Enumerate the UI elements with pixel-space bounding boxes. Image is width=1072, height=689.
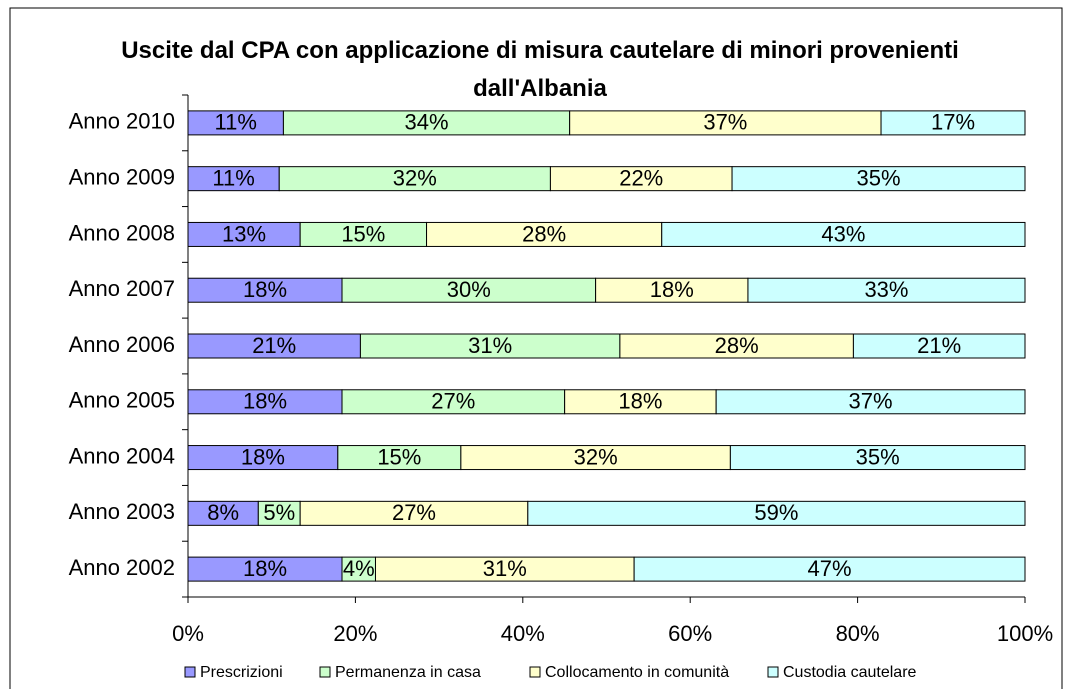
- legend-swatch: [767, 666, 779, 678]
- bar-segment: [595, 277, 749, 303]
- data-label: 21%: [252, 333, 296, 358]
- x-tick-label: 40%: [501, 621, 545, 646]
- data-label: 28%: [715, 333, 759, 358]
- bar-segment: [187, 166, 280, 192]
- y-tick-label: Anno 2004: [69, 443, 175, 468]
- bar-segment: [633, 556, 1026, 582]
- data-label: 15%: [341, 221, 385, 246]
- y-tick-label: Anno 2010: [69, 109, 175, 134]
- bar-segment: [341, 556, 376, 582]
- bar-segment: [337, 445, 462, 471]
- bar-segment: [729, 445, 1026, 471]
- x-tick-label: 20%: [333, 621, 377, 646]
- y-tick-label: Anno 2006: [69, 332, 175, 357]
- data-label: 8%: [207, 500, 239, 525]
- data-label: 4%: [343, 556, 375, 581]
- legend-label: Prescrizioni: [200, 664, 283, 681]
- y-tick-label: Anno 2003: [69, 499, 175, 524]
- bar-segment: [880, 110, 1026, 136]
- bar-segment: [278, 166, 551, 192]
- data-label: 34%: [405, 110, 449, 135]
- data-label: 27%: [431, 389, 475, 414]
- data-label: 18%: [618, 389, 662, 414]
- bar-segment: [731, 166, 1026, 192]
- data-label: 28%: [522, 221, 566, 246]
- bar-segment: [341, 389, 566, 415]
- x-tick-label: 0%: [172, 621, 204, 646]
- bar-segment: [282, 110, 571, 136]
- legend-label: Custodia cautelare: [783, 664, 917, 681]
- legend-label: Permanenza in casa: [335, 664, 481, 681]
- x-tick-label: 60%: [668, 621, 712, 646]
- bar-segment: [187, 556, 343, 582]
- bar-segment: [549, 166, 733, 192]
- data-label: 59%: [754, 500, 798, 525]
- data-label: 47%: [808, 556, 852, 581]
- chart-title: Uscite dal CPA con applicazione di misur…: [121, 37, 959, 102]
- bar-segment: [527, 500, 1026, 526]
- chart-frame: [9, 7, 1063, 689]
- legend-swatch: [184, 666, 196, 678]
- y-tick-label: Anno 2007: [69, 276, 175, 301]
- bar-segment: [187, 445, 339, 471]
- y-tick-label: Anno 2005: [69, 388, 175, 413]
- data-label: 13%: [222, 221, 266, 246]
- data-label: 35%: [857, 165, 901, 190]
- data-label: 18%: [650, 277, 694, 302]
- bar-segment: [187, 110, 284, 136]
- data-label: 21%: [917, 333, 961, 358]
- data-label: 18%: [241, 444, 285, 469]
- data-label: 37%: [703, 110, 747, 135]
- bar-segment: [187, 221, 301, 247]
- data-label: 18%: [243, 389, 287, 414]
- bar-segment: [715, 389, 1026, 415]
- bar-segment: [374, 556, 635, 582]
- bar-segment: [852, 333, 1026, 359]
- y-tick-label: Anno 2002: [69, 555, 175, 580]
- data-label: 27%: [392, 500, 436, 525]
- data-label: 18%: [243, 277, 287, 302]
- x-tick-label: 80%: [836, 621, 880, 646]
- data-label: 32%: [393, 165, 437, 190]
- data-label: 32%: [574, 444, 618, 469]
- data-label: 31%: [483, 556, 527, 581]
- bar-segment: [299, 500, 529, 526]
- bar-segment: [661, 221, 1026, 247]
- bar-segment: [747, 277, 1026, 303]
- data-label: 33%: [864, 277, 908, 302]
- data-label: 18%: [243, 556, 287, 581]
- data-label: 37%: [849, 389, 893, 414]
- data-label: 5%: [263, 500, 295, 525]
- legend-label: Collocamento in comunità: [545, 664, 729, 681]
- bar-segment: [257, 500, 301, 526]
- data-label: 31%: [468, 333, 512, 358]
- data-label: 43%: [821, 221, 865, 246]
- data-label: 11%: [212, 165, 254, 190]
- y-tick-label: Anno 2009: [69, 164, 175, 189]
- data-label: 30%: [447, 277, 491, 302]
- data-label: 35%: [856, 444, 900, 469]
- legend-swatch: [529, 666, 541, 678]
- data-label: 15%: [377, 444, 421, 469]
- y-tick-label: Anno 2008: [69, 220, 175, 245]
- data-label: 11%: [215, 110, 257, 135]
- data-label: 22%: [619, 165, 663, 190]
- data-label: 17%: [931, 110, 975, 135]
- legend-swatch: [319, 666, 331, 678]
- bar-segment: [564, 389, 717, 415]
- bar-segment: [460, 445, 731, 471]
- bar-segment: [299, 221, 428, 247]
- x-tick-label: 100%: [997, 621, 1053, 646]
- bar-segment: [426, 221, 663, 247]
